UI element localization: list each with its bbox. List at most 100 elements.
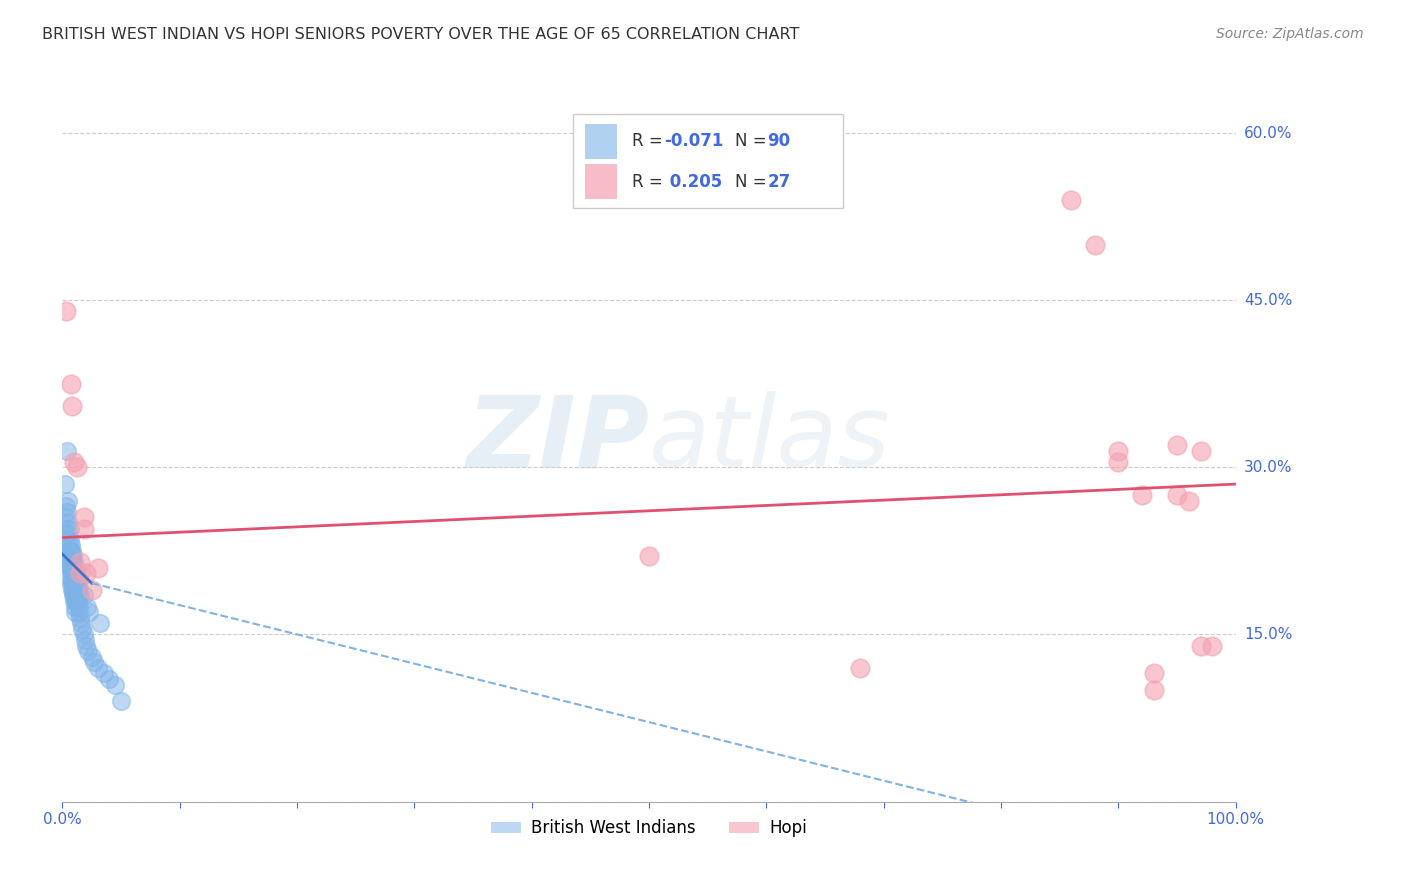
Point bbox=[58, 533, 80, 547]
Text: BRITISH WEST INDIAN VS HOPI SENIORS POVERTY OVER THE AGE OF 65 CORRELATION CHART: BRITISH WEST INDIAN VS HOPI SENIORS POVE… bbox=[42, 27, 800, 42]
Point bbox=[1201, 639, 1223, 653]
Point bbox=[1130, 488, 1153, 502]
Point bbox=[83, 656, 105, 670]
Point bbox=[69, 555, 91, 569]
Point bbox=[66, 594, 89, 608]
Point bbox=[58, 527, 80, 541]
Point bbox=[59, 549, 82, 564]
Text: N =: N = bbox=[735, 173, 772, 191]
Point bbox=[56, 505, 79, 519]
Point bbox=[72, 589, 94, 603]
Point bbox=[75, 566, 97, 581]
Point bbox=[65, 572, 87, 586]
Point bbox=[67, 605, 90, 619]
Point bbox=[58, 522, 80, 536]
Point bbox=[56, 522, 79, 536]
Point bbox=[65, 582, 87, 597]
Point bbox=[104, 677, 127, 691]
Point bbox=[59, 572, 82, 586]
Point bbox=[62, 572, 84, 586]
Point bbox=[86, 560, 108, 574]
Point bbox=[98, 672, 121, 686]
Point bbox=[53, 477, 76, 491]
Point bbox=[86, 661, 108, 675]
Point bbox=[56, 443, 79, 458]
Point bbox=[69, 566, 91, 581]
Point bbox=[58, 549, 80, 564]
Text: R =: R = bbox=[631, 173, 668, 191]
Point bbox=[63, 589, 86, 603]
Point bbox=[58, 549, 80, 564]
Point bbox=[55, 510, 77, 524]
Point bbox=[58, 555, 80, 569]
Point bbox=[65, 605, 87, 619]
Point bbox=[66, 589, 89, 603]
Point bbox=[1166, 488, 1188, 502]
Point bbox=[65, 599, 87, 614]
Point bbox=[849, 661, 872, 675]
Point bbox=[80, 649, 103, 664]
Point bbox=[63, 572, 86, 586]
Point bbox=[65, 577, 87, 591]
Point bbox=[69, 611, 91, 625]
Point bbox=[73, 633, 96, 648]
Point bbox=[70, 616, 93, 631]
Point bbox=[72, 522, 94, 536]
Point bbox=[60, 582, 83, 597]
Point bbox=[62, 560, 84, 574]
Point bbox=[110, 694, 132, 708]
Point bbox=[76, 599, 98, 614]
Point bbox=[72, 622, 94, 636]
Legend: British West Indians, Hopi: British West Indians, Hopi bbox=[485, 813, 814, 844]
Point bbox=[59, 555, 82, 569]
Point bbox=[62, 582, 84, 597]
Text: R =: R = bbox=[631, 132, 668, 150]
Point bbox=[62, 577, 84, 591]
Point bbox=[1142, 666, 1164, 681]
Point bbox=[65, 594, 87, 608]
Point bbox=[1166, 438, 1188, 452]
Point bbox=[60, 566, 83, 581]
Point bbox=[75, 639, 97, 653]
Point bbox=[58, 533, 80, 547]
FancyBboxPatch shape bbox=[585, 164, 617, 199]
Point bbox=[55, 304, 77, 318]
Point bbox=[63, 577, 86, 591]
Point bbox=[69, 589, 91, 603]
Point bbox=[59, 544, 82, 558]
Point bbox=[60, 544, 83, 558]
FancyBboxPatch shape bbox=[572, 113, 842, 208]
Point bbox=[63, 594, 86, 608]
Point bbox=[59, 376, 82, 391]
Point bbox=[63, 582, 86, 597]
Point bbox=[72, 627, 94, 641]
Point bbox=[66, 572, 89, 586]
Point bbox=[65, 560, 87, 574]
Text: Source: ZipAtlas.com: Source: ZipAtlas.com bbox=[1216, 27, 1364, 41]
Text: 90: 90 bbox=[768, 132, 790, 150]
Point bbox=[65, 589, 87, 603]
Point bbox=[80, 582, 103, 597]
Point bbox=[60, 577, 83, 591]
Point bbox=[1084, 237, 1107, 252]
Point bbox=[63, 560, 86, 574]
Point bbox=[62, 589, 84, 603]
Point bbox=[59, 538, 82, 552]
Point bbox=[63, 566, 86, 581]
Point bbox=[65, 460, 87, 475]
Point bbox=[59, 577, 82, 591]
Point bbox=[1189, 639, 1212, 653]
Text: 0.205: 0.205 bbox=[665, 173, 723, 191]
Point bbox=[1107, 455, 1129, 469]
Point bbox=[63, 455, 86, 469]
Point bbox=[89, 616, 111, 631]
Point bbox=[67, 599, 90, 614]
Point bbox=[58, 544, 80, 558]
Point bbox=[58, 493, 80, 508]
Point bbox=[55, 500, 77, 514]
FancyBboxPatch shape bbox=[585, 124, 617, 159]
Point bbox=[1060, 193, 1083, 207]
Text: N =: N = bbox=[735, 132, 772, 150]
Point bbox=[65, 572, 87, 586]
Text: atlas: atlas bbox=[650, 391, 891, 488]
